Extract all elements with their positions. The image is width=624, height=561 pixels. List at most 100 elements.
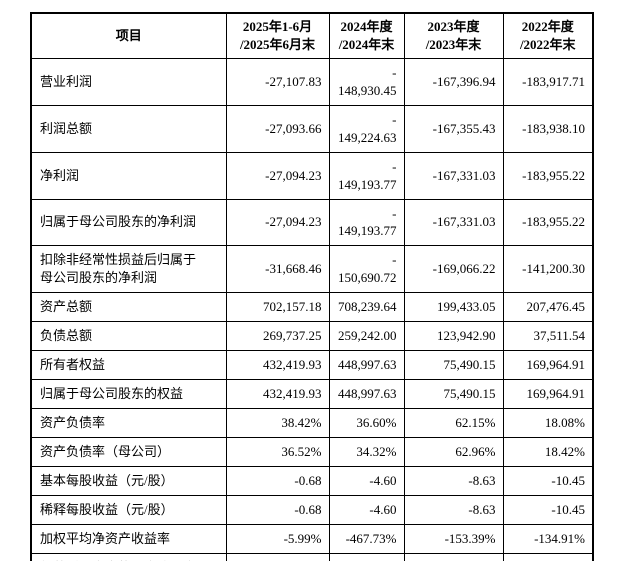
row-label: 净利润 (30, 151, 227, 200)
value-cell: -4.60 (328, 494, 405, 525)
value-cell: 432,419.93 (225, 379, 330, 409)
value-cell: -169,066.22 (403, 245, 504, 294)
value-cell: - 149,193.77 (328, 151, 405, 200)
row-label: 归属于母公司股东的净利润 (30, 198, 227, 247)
value-cell: -8.63 (403, 465, 504, 496)
value-cell: - 150,690.72 (328, 245, 405, 294)
table-row: 资产负债率 38.42% 36.60% 62.15% 18.08% (30, 408, 594, 438)
value-cell: -467.73% (328, 523, 405, 554)
value-cell: 75,490.15 (403, 350, 504, 381)
value-cell: 36.60% (328, 408, 405, 438)
column-header-item: 项目 (30, 12, 227, 59)
value-cell: -167,331.03 (403, 151, 504, 200)
value-cell: 18.42% (502, 436, 594, 467)
row-label: 资产负债率（母公司） (30, 436, 227, 467)
table-row: 营业利润 -27,107.83- 148,930.45 -167,396.94 -18… (30, 57, 594, 106)
column-header-2023: 2023年度 /2023年末 (403, 12, 504, 59)
value-cell: 169,964.91 (502, 350, 594, 381)
value-cell: 448,997.63 (328, 350, 405, 381)
value-cell: -167,396.94 (403, 57, 504, 106)
value-cell: - 148,930.45 (328, 57, 405, 106)
row-label: 利润总额 (30, 104, 227, 153)
row-label: 稀释每股收益（元/股） (30, 494, 227, 525)
value-cell: -183,917.71 (502, 57, 594, 106)
value-cell: -10.45 (502, 494, 594, 525)
column-header-2022: 2022年度 /2022年末 (502, 12, 594, 59)
value-cell: -153.39% (403, 523, 504, 554)
value-cell: -8.63 (403, 494, 504, 525)
value-cell: -5.99% (225, 523, 330, 554)
value-cell: -183,955.22 (502, 198, 594, 247)
row-label: 归属于母公司股东的权益 (30, 379, 227, 409)
table-row: 稀释每股收益（元/股） -0.68 -4.60 -8.63 -10.45 (30, 494, 594, 525)
value-cell: -31,668.46 (225, 245, 330, 294)
table-row: 资产总额 702,157.18 708,239.64 199,433.05 207,47… (30, 292, 594, 323)
value-cell: 448,997.63 (328, 379, 405, 409)
financial-summary-table: 项目 2025年1-6月 /2025年6月末 2024年度 /2024年末 20… (30, 12, 594, 561)
table-row: 扣除非经常性损益后归属于 母公司股东的净利润 -31,668.46- 150,69… (30, 245, 594, 294)
table-header: 项目 2025年1-6月 /2025年6月末 2024年度 /2024年末 20… (30, 12, 594, 59)
value-cell: 259,242.00 (328, 321, 405, 352)
value-cell: -143,491.19 (502, 552, 594, 561)
value-cell: 702,157.18 (225, 292, 330, 323)
value-cell: -4.60 (328, 465, 405, 496)
value-cell: -183,955.22 (502, 151, 594, 200)
value-cell: - 149,193.77 (328, 198, 405, 247)
row-label: 所有者权益 (30, 350, 227, 381)
value-cell: 62.96% (403, 436, 504, 467)
value-cell: 37,511.54 (502, 321, 594, 352)
row-label: 加权平均净资产收益率 (30, 523, 227, 554)
value-cell: 169,964.91 (502, 379, 594, 409)
table-row: 加权平均净资产收益率 -5.99% -467.73% -153.39% -134.91% (30, 523, 594, 554)
value-cell: -10.45 (502, 465, 594, 496)
row-label: 营业利润 (30, 57, 227, 106)
row-label: 扣除非经常性损益后归属于 母公司股东的净利润 (30, 245, 227, 294)
value-cell: -141,200.30 (502, 245, 594, 294)
value-cell: -167,331.03 (403, 198, 504, 247)
column-header-2024: 2024年度 /2024年末 (328, 12, 405, 59)
value-cell: 199,433.05 (403, 292, 504, 323)
table-row: 经营活动产生的现金流量净 额-103,746.43- 182,815.83-11… (30, 552, 594, 561)
table-row: 利润总额 -27,093.66- 149,224.63 -167,355.43 -18… (30, 104, 594, 153)
value-cell: -0.68 (225, 494, 330, 525)
header-row: 项目 2025年1-6月 /2025年6月末 2024年度 /2024年末 20… (30, 12, 594, 59)
row-label: 负债总额 (30, 321, 227, 352)
value-cell: -167,355.43 (403, 104, 504, 153)
row-label: 基本每股收益（元/股） (30, 465, 227, 496)
row-label: 资产负债率 (30, 408, 227, 438)
value-cell: -27,107.83 (225, 57, 330, 106)
value-cell: 38.42% (225, 408, 330, 438)
value-cell: 62.15% (403, 408, 504, 438)
value-cell: 269,737.25 (225, 321, 330, 352)
value-cell: 75,490.15 (403, 379, 504, 409)
row-label: 资产总额 (30, 292, 227, 323)
table-row: 所有者权益 432,419.93 448,997.63 75,490.15 169,96… (30, 350, 594, 381)
value-cell: -0.68 (225, 465, 330, 496)
value-cell: 708,239.64 (328, 292, 405, 323)
column-header-2025: 2025年1-6月 /2025年6月末 (225, 12, 330, 59)
value-cell: 36.52% (225, 436, 330, 467)
value-cell: 207,476.45 (502, 292, 594, 323)
table-row: 归属于母公司股东的净利润 -27,094.23- 149,193.77 -167,3… (30, 198, 594, 247)
row-label: 经营活动产生的现金流量净 额 (30, 552, 227, 561)
value-cell: - 182,815.83 (328, 552, 405, 561)
table-row: 净利润 -27,094.23- 149,193.77 -167,331.03 -183… (30, 151, 594, 200)
value-cell: -134.91% (502, 523, 594, 554)
value-cell: -27,093.66 (225, 104, 330, 153)
value-cell: - 149,224.63 (328, 104, 405, 153)
table-row: 基本每股收益（元/股） -0.68 -4.60 -8.63 -10.45 (30, 465, 594, 496)
table-row: 负债总额 269,737.25 259,242.00 123,942.90 37,511… (30, 321, 594, 352)
table-body: 营业利润 -27,107.83- 148,930.45 -167,396.94 -18… (30, 57, 594, 561)
table-row: 资产负债率（母公司） 36.52% 34.32% 62.96% 18.42% (30, 436, 594, 467)
value-cell: -27,094.23 (225, 198, 330, 247)
value-cell: -112,853.79 (403, 552, 504, 561)
value-cell: 123,942.90 (403, 321, 504, 352)
value-cell: 34.32% (328, 436, 405, 467)
table-row: 归属于母公司股东的权益 432,419.93 448,997.63 75,490.15… (30, 379, 594, 409)
value-cell: -183,938.10 (502, 104, 594, 153)
value-cell: -103,746.43 (225, 552, 330, 561)
value-cell: 18.08% (502, 408, 594, 438)
value-cell: 432,419.93 (225, 350, 330, 381)
value-cell: -27,094.23 (225, 151, 330, 200)
